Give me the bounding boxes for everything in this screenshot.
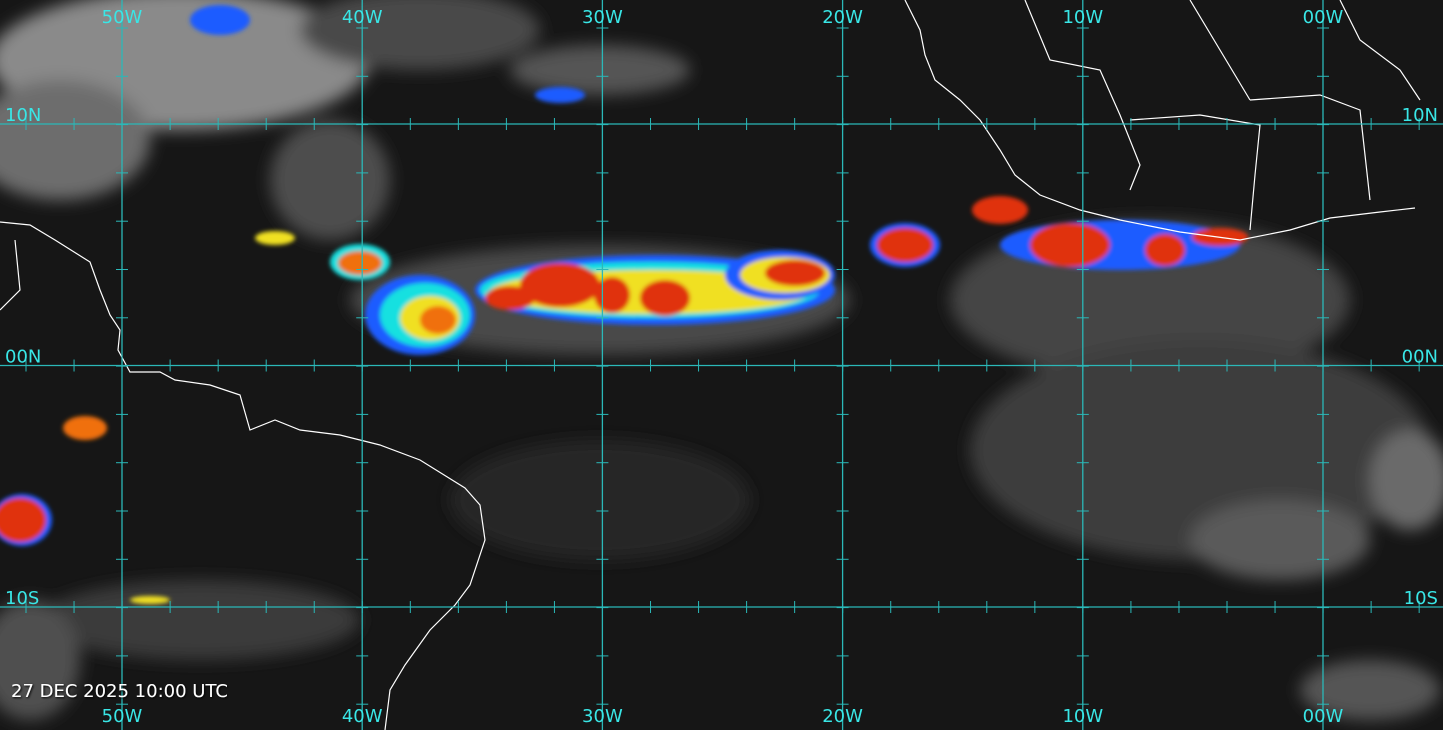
lon-label-top: 10W <box>1062 7 1103 28</box>
lon-label-bottom: 50W <box>102 706 143 727</box>
lat-label-right: 00N <box>1402 347 1438 368</box>
lat-label-right: 10N <box>1402 105 1438 126</box>
lat-label-right: 10S <box>1404 588 1438 609</box>
convection <box>0 5 1248 604</box>
lon-label-top: 00W <box>1303 7 1344 28</box>
lon-label-top: 40W <box>342 7 383 28</box>
lon-label-top: 50W <box>102 7 143 28</box>
lon-label-bottom: 20W <box>822 706 863 727</box>
lon-label-top: 30W <box>582 7 623 28</box>
lat-label-left: 00N <box>5 347 41 368</box>
lon-label-bottom: 30W <box>582 706 623 727</box>
lat-label-left: 10S <box>5 588 39 609</box>
lon-label-bottom: 10W <box>1062 706 1103 727</box>
lon-label-bottom: 40W <box>342 706 383 727</box>
lon-label-bottom: 00W <box>1303 706 1344 727</box>
timestamp: 27 DEC 2025 10:00 UTC <box>11 681 228 702</box>
lat-label-left: 10N <box>5 105 41 126</box>
lon-label-top: 20W <box>822 7 863 28</box>
